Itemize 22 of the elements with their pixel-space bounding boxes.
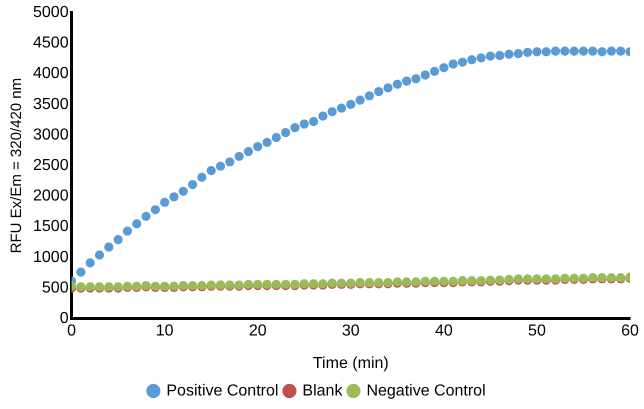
- y-tick-label: 5000: [33, 4, 69, 22]
- y-tick-label: 3000: [33, 126, 69, 144]
- x-axis-title: Time (min): [312, 354, 389, 372]
- x-tick-label: 60: [621, 322, 639, 340]
- y-tick-label: 0: [60, 310, 69, 328]
- x-tick-label: 40: [434, 322, 453, 340]
- y-tick-label: 1500: [33, 218, 69, 236]
- y-tick-label: 2500: [33, 157, 69, 174]
- x-tick-label: 30: [342, 322, 360, 340]
- legend-label: Negative Control: [366, 382, 486, 400]
- y-tick-label: 3500: [33, 96, 69, 113]
- y-tick-label: 500: [42, 279, 69, 296]
- y-axis-title: RFU Ex/Em = 320/420 nm: [8, 78, 26, 254]
- y-tick-label: 1000: [33, 248, 69, 266]
- x-tick-label: 10: [156, 322, 174, 340]
- x-tick-label: 50: [528, 322, 546, 340]
- y-tick-label: 4500: [33, 34, 69, 52]
- y-tick-label: 2000: [33, 188, 69, 205]
- y-tick-label: 4000: [33, 65, 69, 82]
- legend-label: Positive Control: [166, 382, 278, 400]
- legend-label: Blank: [302, 382, 344, 400]
- x-tick-label: 20: [248, 322, 267, 340]
